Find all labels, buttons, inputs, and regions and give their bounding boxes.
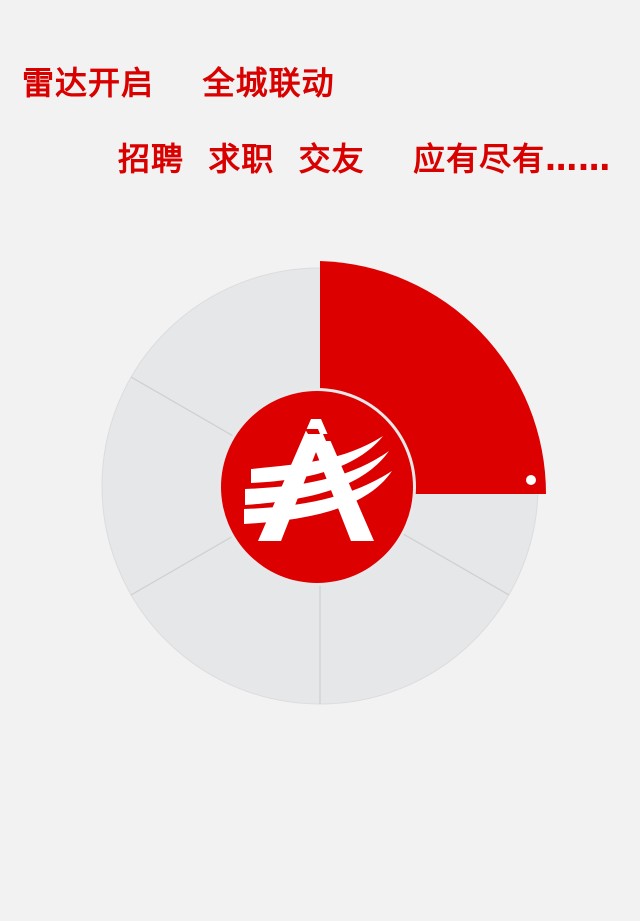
radar-graphic[interactable] xyxy=(100,258,550,708)
headline-features: 招聘 求职 交友 应有尽有…… xyxy=(118,140,612,178)
swoosh-a-logo-icon[interactable] xyxy=(218,388,416,586)
radar-sweep-dot xyxy=(526,475,536,485)
radar-widget[interactable] xyxy=(100,258,550,708)
headline-radar-on: 雷达开启 全城联动 xyxy=(22,64,335,102)
